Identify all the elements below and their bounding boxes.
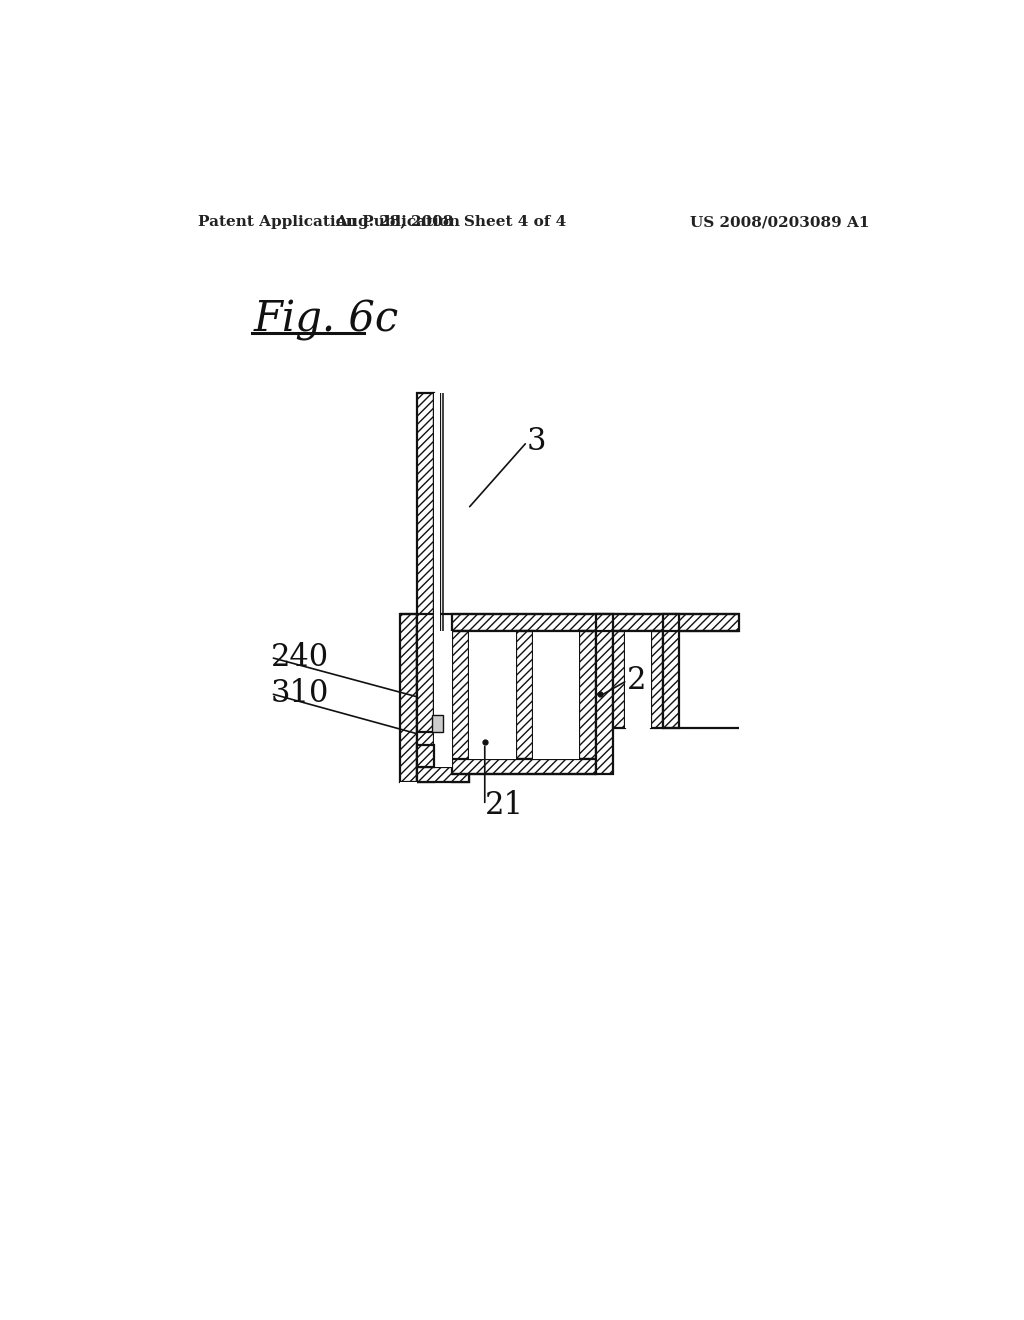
Text: Aug. 28, 2008  Sheet 4 of 4: Aug. 28, 2008 Sheet 4 of 4 xyxy=(335,215,566,230)
Text: 21: 21 xyxy=(484,789,523,821)
Bar xyxy=(434,631,453,767)
Bar xyxy=(532,631,579,759)
Bar xyxy=(417,393,434,733)
Bar xyxy=(612,631,625,729)
Bar xyxy=(400,614,417,781)
Bar xyxy=(596,614,612,775)
Bar xyxy=(400,781,417,797)
Bar xyxy=(469,631,515,759)
Text: 2: 2 xyxy=(628,665,647,696)
Bar xyxy=(651,631,664,729)
Bar xyxy=(432,715,443,733)
Bar xyxy=(625,631,651,729)
Bar xyxy=(453,614,739,631)
Bar xyxy=(664,614,679,729)
Bar xyxy=(453,631,469,781)
Text: 310: 310 xyxy=(270,678,329,709)
Bar xyxy=(417,744,434,767)
Bar xyxy=(579,631,596,759)
Bar xyxy=(434,393,440,733)
Bar xyxy=(417,614,434,781)
Text: 3: 3 xyxy=(527,426,547,457)
Text: US 2008/0203089 A1: US 2008/0203089 A1 xyxy=(690,215,869,230)
Text: 240: 240 xyxy=(270,642,329,673)
Bar xyxy=(453,759,596,775)
Bar xyxy=(417,767,469,781)
Text: Fig. 6c: Fig. 6c xyxy=(254,300,399,341)
Bar xyxy=(515,631,532,759)
Text: Patent Application Publication: Patent Application Publication xyxy=(199,215,461,230)
